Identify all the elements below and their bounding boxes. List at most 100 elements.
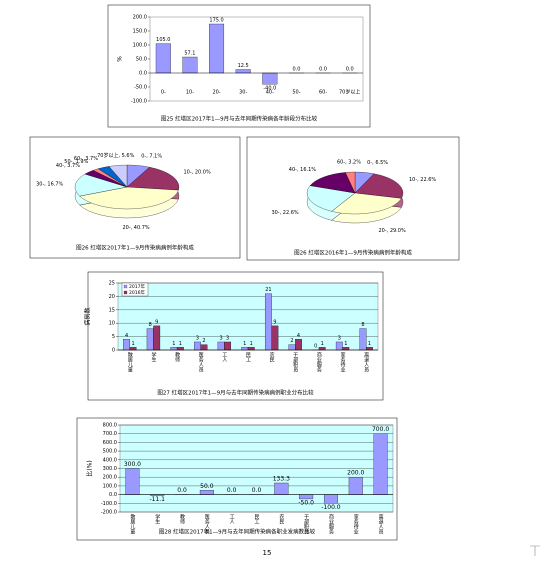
data-label: 1 bbox=[344, 341, 347, 347]
y-tick-label: 300.0 bbox=[103, 466, 117, 472]
data-label: 9 bbox=[273, 319, 276, 325]
x-tick-label: 家务待业 bbox=[353, 513, 359, 534]
page-number: 15 bbox=[263, 549, 272, 557]
chart-caption: 图26 红塔区2017年1—9月传染病病例年龄构成 bbox=[76, 244, 194, 252]
y-tick-label: 100.0 bbox=[133, 43, 147, 49]
slice-label: 20-, 40.7% bbox=[122, 225, 149, 231]
bar bbox=[170, 347, 178, 351]
x-tick-label: 民工 bbox=[245, 352, 251, 362]
x-tick-label: 工人 bbox=[229, 514, 235, 524]
data-label: 3 bbox=[196, 335, 199, 341]
data-label: 1 bbox=[172, 341, 175, 347]
data-label: -50.0 bbox=[298, 499, 314, 506]
bar bbox=[200, 344, 208, 351]
bar bbox=[241, 347, 249, 351]
x-tick-label: 0- bbox=[161, 90, 166, 96]
data-label: 3 bbox=[220, 335, 223, 341]
y-axis-label: 病例数 bbox=[84, 307, 92, 325]
pie-slice bbox=[79, 186, 179, 210]
bar bbox=[125, 468, 140, 495]
legend-swatch bbox=[123, 290, 128, 295]
pie-slice bbox=[309, 172, 356, 194]
x-tick-label: 离退人员 bbox=[378, 513, 384, 535]
x-tick-label: 教师 bbox=[179, 513, 185, 525]
slice-label: 0-, 6.5% bbox=[367, 160, 388, 166]
y-tick-label: 200.0 bbox=[103, 475, 117, 481]
legend-label: 2016年 bbox=[129, 289, 145, 296]
slice-label: 70岁以上, 5.6% bbox=[97, 152, 134, 159]
data-label: 2 bbox=[290, 338, 293, 344]
x-tick-label: 30- bbox=[239, 90, 247, 96]
x-tick-label: 教师 bbox=[174, 351, 180, 363]
data-label: 0.0 bbox=[346, 67, 354, 73]
data-label: 0.0 bbox=[252, 487, 262, 494]
slice-label: 40-, 3.7% bbox=[56, 163, 80, 169]
bar bbox=[155, 43, 171, 74]
pie-slice bbox=[74, 173, 128, 197]
slice-label: 40-, 16.1% bbox=[289, 167, 316, 173]
bar bbox=[274, 482, 289, 495]
chart: -200.0 -100.0 0.0 100.0 200.0 300.0 400.0 500.0… bbox=[76, 417, 398, 541]
y-tick-label: 200.0 bbox=[133, 15, 147, 21]
y-axis-label: % bbox=[117, 56, 124, 62]
x-tick-label: 10- bbox=[186, 90, 194, 96]
x-tick-label: 干部职员 bbox=[292, 352, 298, 373]
slice-label: 60-, 3.2% bbox=[337, 160, 361, 166]
x-tick-label: 家务待业 bbox=[340, 351, 346, 372]
bar bbox=[264, 293, 272, 351]
data-label: 4 bbox=[125, 333, 128, 339]
bar bbox=[182, 56, 198, 74]
x-tick-label: 散居儿童 bbox=[127, 351, 133, 373]
x-tick-label: 干部职员 bbox=[303, 514, 309, 535]
bar bbox=[295, 339, 302, 351]
data-label: -11.1 bbox=[149, 496, 165, 503]
slice-label: 30-, 16.7% bbox=[36, 181, 63, 187]
data-label: 1 bbox=[368, 341, 371, 347]
bar bbox=[299, 494, 314, 500]
bar bbox=[129, 347, 137, 351]
bar bbox=[199, 490, 214, 495]
bar bbox=[335, 341, 343, 351]
y-axis-label: 比(%) bbox=[86, 460, 94, 476]
bar bbox=[366, 347, 373, 351]
y-tick-label: 400.0 bbox=[103, 457, 117, 463]
legend-swatch bbox=[123, 284, 128, 289]
x-tick-label: 工人 bbox=[221, 352, 227, 362]
y-tick-label: 5 bbox=[112, 334, 115, 340]
data-label: 0.0 bbox=[177, 487, 187, 494]
plot-area bbox=[149, 16, 364, 102]
pie-slice bbox=[354, 173, 404, 199]
x-tick-label: 40- bbox=[266, 90, 274, 96]
pie-slice bbox=[331, 192, 402, 215]
x-tick-label: 70岁以上 bbox=[339, 89, 360, 96]
x-tick-label: 50- bbox=[292, 90, 300, 96]
corner-mark bbox=[530, 545, 540, 556]
chart: 0-, 6.5% 10-, 22.6% 20-, 29.0% 30-, 22.6% 40… bbox=[246, 136, 460, 261]
x-tick-label: 20- bbox=[212, 90, 220, 96]
y-tick-label: 100.0 bbox=[103, 483, 117, 489]
data-label: 0.0 bbox=[227, 487, 237, 494]
x-tick-label: 医务人员 bbox=[204, 514, 210, 535]
bar bbox=[247, 347, 255, 351]
pie-slice bbox=[126, 167, 180, 191]
y-tick-label: 10 bbox=[109, 321, 115, 327]
bar bbox=[235, 69, 251, 74]
y-tick-label: 0.0 bbox=[139, 71, 147, 77]
slice-label: 60-, 3.7% bbox=[74, 156, 98, 162]
y-tick-label: 700.0 bbox=[103, 431, 117, 437]
pie-slice bbox=[108, 164, 128, 188]
data-label: 2 bbox=[202, 338, 205, 344]
data-label: 0 bbox=[314, 344, 317, 350]
x-tick-label: 学生 bbox=[150, 351, 156, 362]
bar bbox=[123, 339, 130, 351]
plot-area bbox=[117, 282, 379, 351]
bar bbox=[146, 328, 154, 351]
y-tick-label: 0.0 bbox=[109, 492, 117, 498]
bar bbox=[224, 341, 232, 351]
data-label: 300.0 bbox=[124, 461, 141, 468]
y-tick-label: 150.0 bbox=[133, 29, 147, 35]
data-label: 105.0 bbox=[156, 37, 170, 43]
y-tick-label: 15 bbox=[109, 307, 115, 313]
